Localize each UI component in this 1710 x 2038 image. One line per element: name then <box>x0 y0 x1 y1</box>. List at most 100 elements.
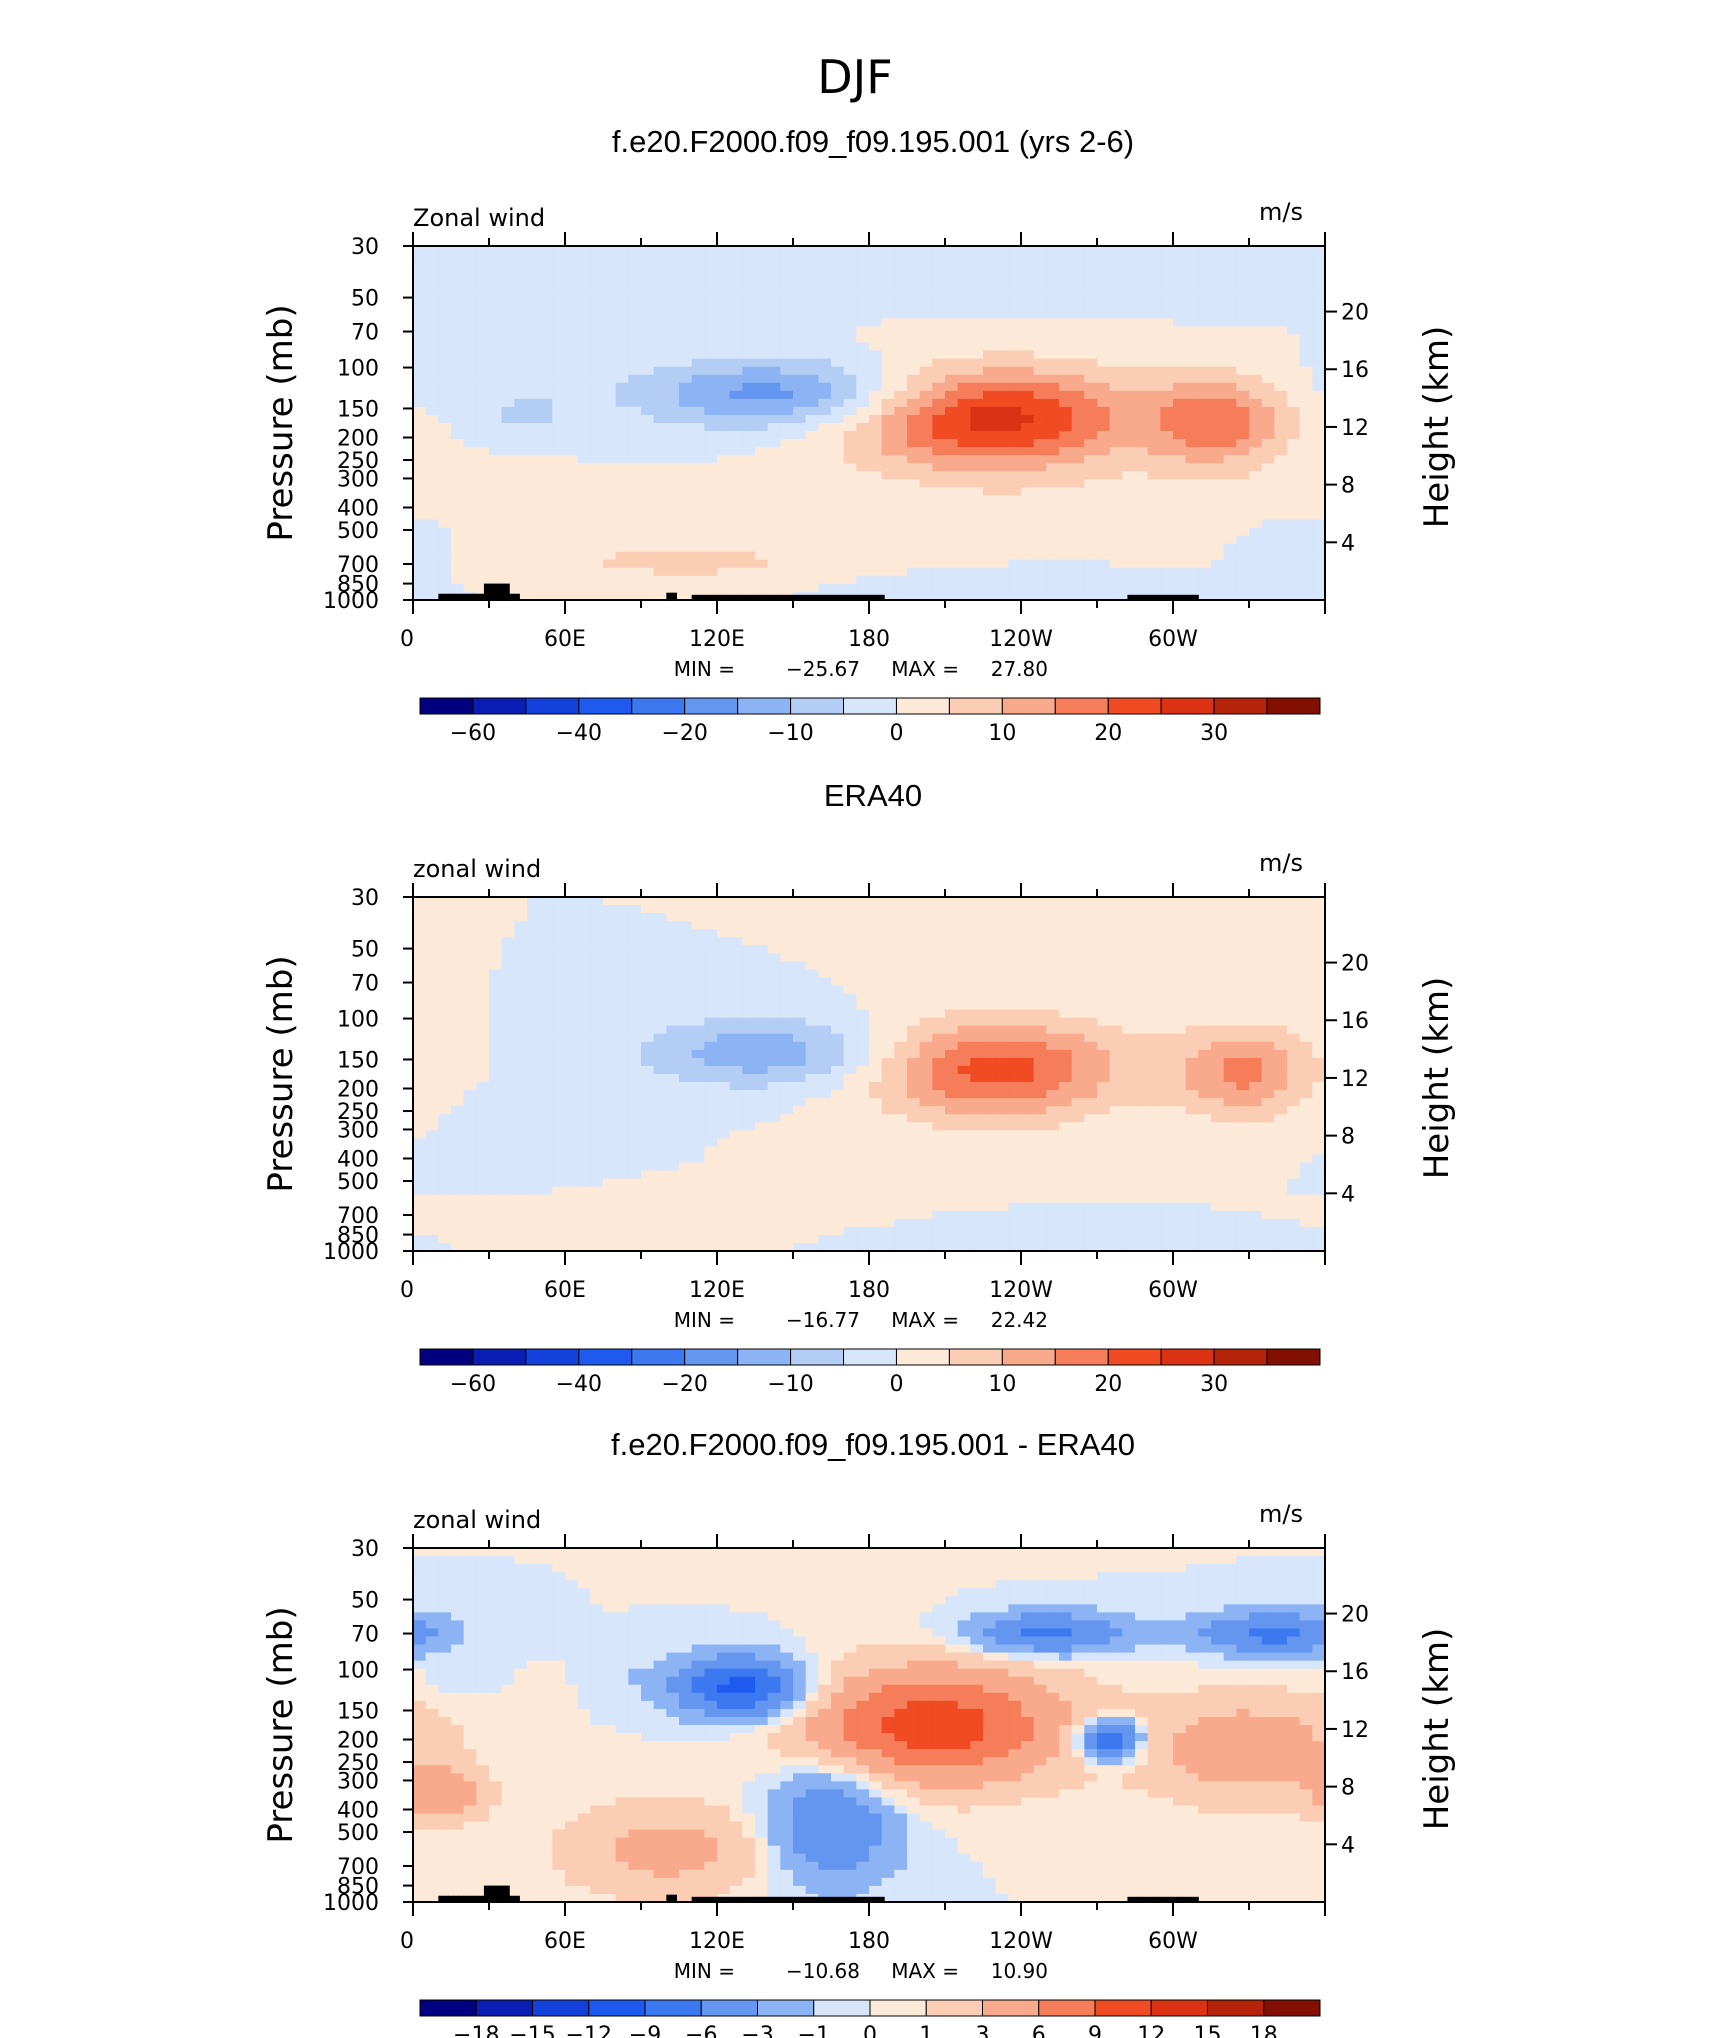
contour-cell <box>1173 382 1187 392</box>
contour-cell <box>907 318 921 328</box>
contour-cell <box>1033 1074 1047 1083</box>
contour-cell <box>1109 921 1123 930</box>
contour-cell <box>1185 905 1199 914</box>
contour-cell <box>552 1041 566 1051</box>
contour-cell <box>1236 495 1250 505</box>
contour-cell <box>1071 431 1085 440</box>
colorbar-box <box>1266 697 1321 715</box>
contour-cell <box>1084 374 1098 384</box>
contour-cell <box>451 479 465 488</box>
contour-cell <box>1033 326 1047 336</box>
contour-cell <box>615 961 629 971</box>
contour-cell <box>1236 406 1250 416</box>
contour-cell <box>577 937 591 946</box>
contour-cell <box>1008 993 1022 1003</box>
contour-cell <box>463 479 477 488</box>
contour-cell <box>995 318 1009 328</box>
contour-cell <box>666 398 680 408</box>
contour-cell <box>1097 463 1111 472</box>
contour-cell <box>919 503 933 513</box>
contour-cell <box>742 905 756 914</box>
contour-cell <box>1287 326 1301 336</box>
contour-cell <box>628 1025 642 1035</box>
contour-cell <box>1223 374 1237 384</box>
contour-cell <box>957 945 971 954</box>
contour-cell <box>679 302 693 311</box>
contour-cell <box>514 519 528 529</box>
contour-cell <box>539 1065 553 1075</box>
contour-cell <box>970 495 984 505</box>
contour-cell <box>881 366 895 376</box>
contour-cell <box>1173 985 1187 995</box>
contour-cell <box>413 1074 427 1083</box>
contour-cell <box>919 254 933 263</box>
contour-cell <box>704 455 718 464</box>
contour-cell <box>1122 495 1136 505</box>
contour-cell <box>983 487 997 497</box>
contour-cell <box>425 551 439 561</box>
contour-cell <box>742 479 756 488</box>
contour-cell <box>1274 969 1288 979</box>
contour-cell <box>970 559 984 569</box>
contour-cell <box>881 455 895 464</box>
contour-cell <box>1287 334 1301 344</box>
contour-cell <box>451 471 465 480</box>
contour-cell <box>1312 1017 1326 1027</box>
contour-cell <box>767 294 781 303</box>
contour-cell <box>831 278 845 287</box>
contour-cell <box>590 455 604 464</box>
contour-cell <box>1147 977 1161 987</box>
contour-cell <box>691 431 705 440</box>
contour-cell <box>793 897 807 906</box>
contour-cell <box>1211 447 1225 456</box>
contour-cell <box>957 551 971 561</box>
contour-cell <box>704 286 718 295</box>
contour-cell <box>856 519 870 529</box>
contour-cell <box>729 527 743 537</box>
contour-cell <box>438 1065 452 1075</box>
contour-cell <box>1122 1065 1136 1075</box>
contour-cell <box>729 366 743 376</box>
contour-cell <box>1059 969 1073 979</box>
contour-cell <box>666 326 680 336</box>
contour-cell <box>679 334 693 344</box>
contour-cell <box>932 953 946 962</box>
contour-cell <box>742 278 756 287</box>
contour-cell <box>704 969 718 979</box>
contour-cell <box>995 511 1009 521</box>
contour-cell <box>514 913 528 922</box>
contour-cell <box>577 374 591 384</box>
contour-cell <box>1033 382 1047 392</box>
contour-cell <box>413 953 427 962</box>
contour-cell <box>527 423 541 432</box>
contour-cell <box>1287 897 1301 906</box>
contour-cell <box>793 551 807 561</box>
contour-cell <box>1173 1017 1187 1027</box>
contour-cell <box>856 945 870 954</box>
contour-cell <box>463 1074 477 1083</box>
contour-cell <box>983 439 997 448</box>
contour-cell <box>1274 937 1288 946</box>
contour-cell <box>514 1057 528 1067</box>
contour-cell <box>1147 937 1161 946</box>
contour-cell <box>1122 334 1136 344</box>
contour-cell <box>577 929 591 938</box>
contour-cell <box>577 583 591 593</box>
contour-cell <box>1236 1074 1250 1083</box>
contour-cell <box>1223 487 1237 497</box>
contour-cell <box>1223 1057 1237 1067</box>
contour-cell <box>729 985 743 995</box>
contour-cell <box>932 591 946 601</box>
orography-block <box>1183 594 1189 600</box>
contour-cell <box>489 1001 503 1011</box>
contour-cell <box>742 945 756 954</box>
contour-cell <box>1287 1017 1301 1027</box>
contour-cell <box>704 310 718 320</box>
contour-cell <box>818 1065 832 1075</box>
contour-cell <box>1021 1057 1035 1067</box>
contour-cell <box>501 294 515 303</box>
contour-cell <box>995 342 1009 352</box>
contour-cell <box>413 382 427 392</box>
contour-cell <box>894 374 908 384</box>
contour-cell <box>590 1001 604 1011</box>
